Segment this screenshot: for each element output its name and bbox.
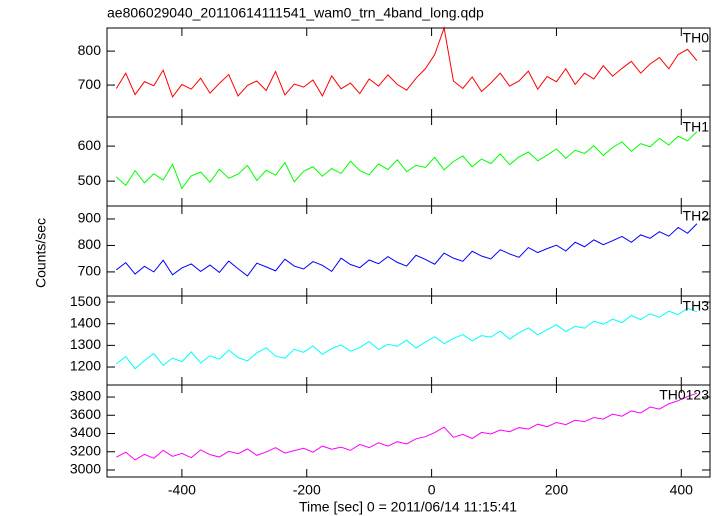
y-tick-label: 900 (78, 210, 102, 226)
panel-label: TH0 (683, 30, 710, 46)
data-line (116, 131, 698, 190)
y-tick-label: 3800 (70, 388, 101, 404)
y-tick-label: 1500 (70, 293, 101, 309)
y-tick-label: 800 (78, 42, 102, 58)
y-tick-label: 700 (78, 76, 102, 92)
y-tick-label: 3600 (70, 406, 101, 422)
y-tick-label: 1200 (70, 358, 101, 374)
data-line (115, 26, 698, 99)
x-axis-label: Time [sec] 0 = 2011/06/14 11:15:41 (299, 499, 517, 515)
panel-frame (106, 205, 711, 297)
panel-label: TH3 (683, 298, 710, 314)
data-line (116, 392, 698, 461)
panel-frame (106, 116, 711, 207)
panel-frame (106, 27, 711, 118)
x-tick-label: -400 (168, 482, 196, 498)
panel-frame (106, 384, 711, 478)
y-tick-label: 500 (78, 172, 102, 188)
data-line (116, 223, 698, 277)
y-axis-label: Counts/sec (33, 218, 49, 288)
y-tick-label: 3200 (70, 442, 101, 458)
chart-title: ae806029040_20110614111541_wam0_trn_4ban… (107, 5, 484, 21)
data-line (116, 307, 698, 370)
x-tick-label: 400 (670, 482, 694, 498)
y-tick-label: 700 (78, 263, 102, 279)
x-tick-label: -200 (293, 482, 321, 498)
y-tick-label: 600 (78, 137, 102, 153)
panel-label: TH1 (683, 119, 710, 135)
y-tick-label: 1300 (70, 336, 101, 352)
panel-frame (106, 295, 711, 386)
panel-label: TH2 (683, 208, 710, 224)
y-tick-label: 800 (78, 236, 102, 252)
y-tick-label: 1400 (70, 314, 101, 330)
x-tick-label: 200 (545, 482, 569, 498)
panel-label: TH0123 (659, 387, 709, 403)
x-tick-label: 0 (428, 482, 436, 498)
y-tick-label: 3000 (70, 461, 101, 477)
y-tick-label: 3400 (70, 424, 101, 440)
